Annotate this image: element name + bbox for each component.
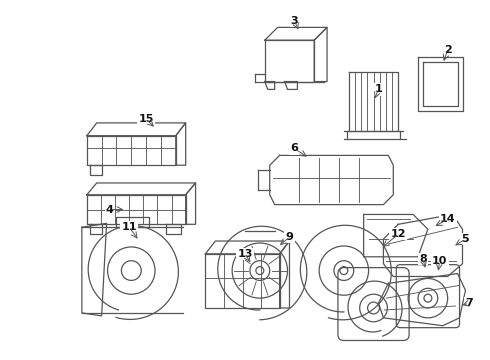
Text: 7: 7 [466, 298, 473, 308]
Text: 15: 15 [139, 114, 154, 124]
Text: 2: 2 [444, 45, 452, 55]
Text: 14: 14 [440, 215, 456, 224]
Text: 13: 13 [237, 249, 253, 259]
Text: 8: 8 [419, 254, 427, 264]
Text: 5: 5 [462, 234, 469, 244]
Text: 1: 1 [374, 84, 382, 94]
Text: 6: 6 [291, 144, 298, 153]
Text: 12: 12 [391, 229, 406, 239]
Text: 10: 10 [432, 256, 447, 266]
Text: 9: 9 [286, 232, 294, 242]
Text: 11: 11 [122, 222, 137, 232]
Text: 3: 3 [291, 15, 298, 26]
Text: 4: 4 [106, 204, 114, 215]
